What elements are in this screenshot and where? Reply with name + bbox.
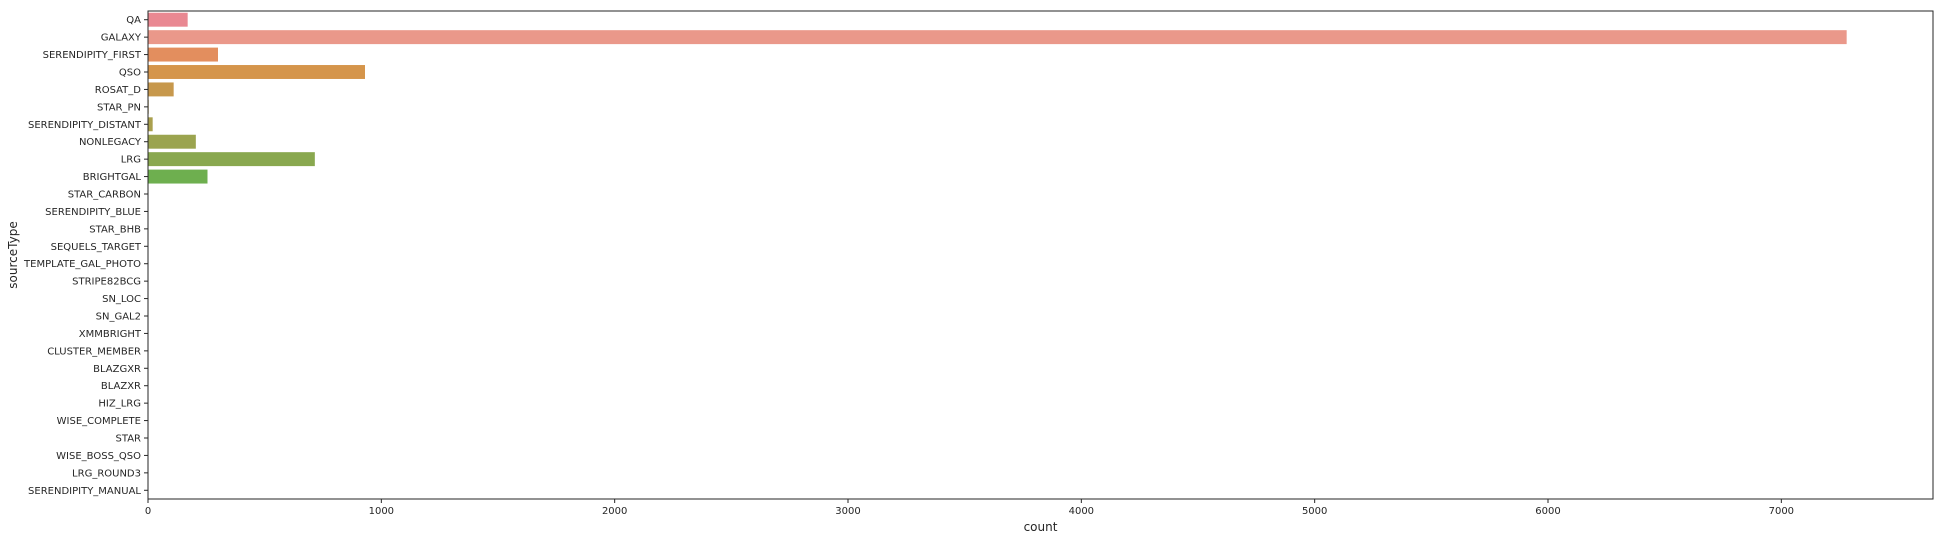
x-tick-label: 2000 [602, 506, 627, 517]
bar-serendipity-first [148, 47, 218, 62]
y-tick-label: XMMBRIGHT [79, 329, 142, 340]
x-tick-label: 6000 [1535, 506, 1560, 517]
y-axis-ticks: QA GALAXY SERENDIPITY_FIRST QSO ROSAT_D STAR_… [23, 15, 148, 497]
y-tick-label: QA [126, 15, 141, 26]
y-axis-title: sourceType [6, 221, 20, 288]
y-tick-label: SERENDIPITY_MANUAL [28, 486, 141, 497]
x-axis-title: count [1024, 520, 1058, 534]
bar-nonlegacy [148, 134, 196, 149]
y-tick-label: SEQUELS_TARGET [51, 242, 142, 253]
x-tick-label: 3000 [835, 506, 860, 517]
y-tick-label: STAR [116, 434, 142, 445]
y-tick-label: STRIPE82BCG [72, 277, 141, 288]
x-axis-ticks: 0 1000 2000 3000 4000 5000 6000 7000 [145, 499, 1794, 517]
y-tick-label: BRIGHTGAL [83, 172, 142, 183]
y-tick-label: BLAZGXR [93, 364, 141, 375]
x-tick-label: 1000 [369, 506, 394, 517]
y-tick-label: QSO [119, 68, 141, 79]
x-tick-label: 5000 [1302, 506, 1327, 517]
y-tick-label: WISE_COMPLETE [57, 416, 141, 427]
y-tick-label: STAR_BHB [89, 224, 141, 235]
bar-rosat-d [148, 82, 174, 97]
bars-layer [148, 12, 1847, 498]
y-tick-label: LRG_ROUND3 [72, 468, 141, 479]
y-tick-label: STAR_PN [97, 102, 141, 113]
y-tick-label: SERENDIPITY_FIRST [43, 50, 142, 61]
bar-galaxy [148, 30, 1847, 45]
x-tick-label: 0 [145, 506, 151, 517]
y-tick-label: TEMPLATE_GAL_PHOTO [23, 259, 141, 270]
x-tick-label: 7000 [1769, 506, 1794, 517]
y-tick-label: NONLEGACY [79, 137, 142, 148]
y-tick-label: SERENDIPITY_BLUE [45, 207, 141, 218]
bar-brightgal [148, 169, 208, 184]
y-tick-label: HIZ_LRG [98, 399, 141, 410]
y-tick-label: ROSAT_D [95, 85, 142, 96]
y-tick-label: LRG [121, 155, 141, 166]
y-tick-label: SERENDIPITY_DISTANT [28, 120, 142, 131]
axes-frame [147, 10, 1934, 500]
bar-serendipity-distant [148, 117, 153, 132]
y-tick-label: CLUSTER_MEMBER [47, 346, 141, 357]
y-tick-label: STAR_CARBON [68, 190, 141, 201]
y-tick-label: GALAXY [101, 33, 142, 44]
y-tick-label: WISE_BOSS_QSO [56, 451, 141, 462]
bar-qso [148, 65, 365, 79]
y-tick-label: SN_GAL2 [96, 312, 141, 323]
bar-lrg [148, 152, 315, 167]
x-tick-label: 4000 [1069, 506, 1094, 517]
bar-qa [148, 12, 188, 27]
y-tick-label: SN_LOC [102, 294, 141, 305]
y-tick-label: BLAZXR [101, 381, 141, 392]
